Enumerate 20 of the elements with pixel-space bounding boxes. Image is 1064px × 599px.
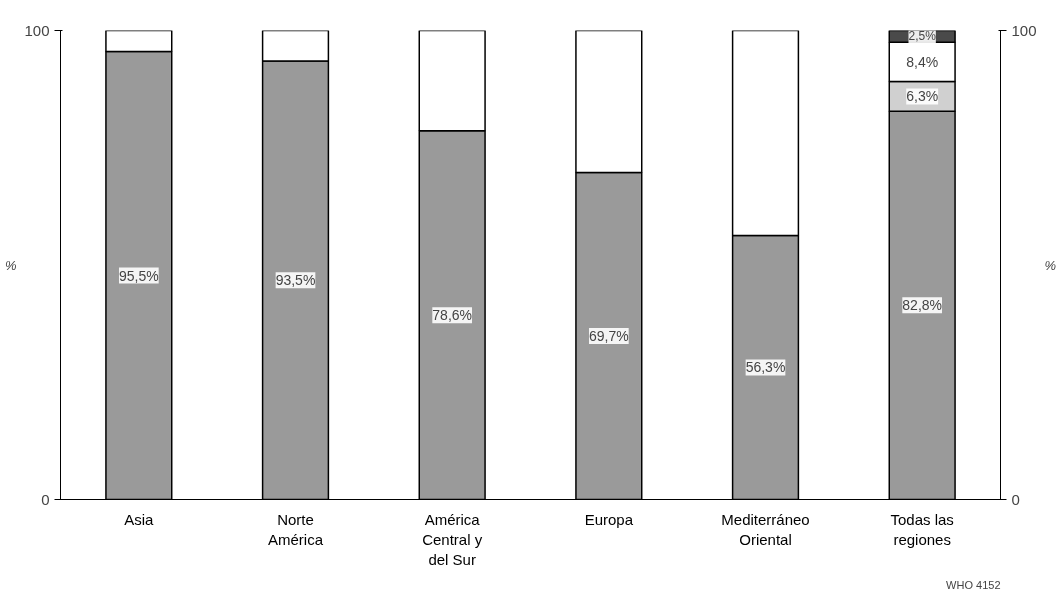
y2-tick-label: 0: [1011, 490, 1020, 508]
data-label: 2,5%: [908, 29, 937, 44]
y2-tick-label: 100: [1011, 21, 1037, 39]
data-label: 93,5%: [275, 272, 316, 289]
y2-axis-title: %: [1044, 257, 1057, 273]
data-label: 56,3%: [745, 359, 786, 376]
x-tick-label: Europa: [584, 510, 634, 528]
data-label: 69,7%: [588, 328, 629, 345]
x-tick-label: Mediterráneo Oriental: [721, 510, 810, 548]
data-label: 82,8%: [902, 297, 943, 314]
data-label: 8,4%: [906, 53, 939, 70]
y-axis-title: %: [4, 257, 17, 273]
x-tick-label: América Central y del Sur: [422, 510, 483, 569]
data-label: 78,6%: [432, 307, 473, 324]
x-tick-label: Norte América: [267, 510, 324, 548]
x-tick-label: Asia: [124, 510, 155, 528]
data-label: 95,5%: [118, 267, 159, 284]
data-label: 6,3%: [906, 88, 939, 105]
x-tick-label: Todas las regiones: [890, 510, 954, 548]
text: WHO 4152: [946, 578, 1001, 591]
